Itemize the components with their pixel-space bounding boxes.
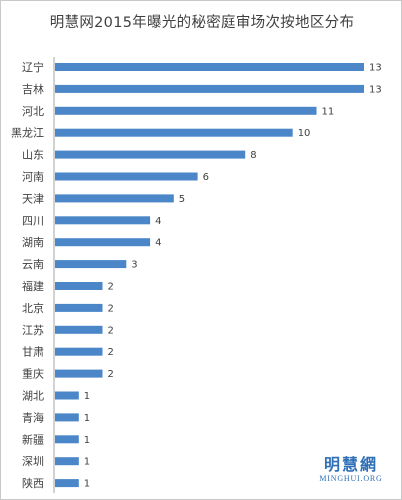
category-label: 江苏 xyxy=(22,324,44,337)
category-label: 四川 xyxy=(22,214,44,227)
value-label: 4 xyxy=(155,216,161,227)
category-label: 云南 xyxy=(22,258,44,271)
bars-group xyxy=(55,63,364,488)
category-label: 北京 xyxy=(22,301,44,315)
bar-4 xyxy=(55,150,246,159)
category-label: 甘肃 xyxy=(22,346,44,359)
category-label: 湖北 xyxy=(22,390,44,403)
category-label: 陕西 xyxy=(22,476,44,490)
bar-12 xyxy=(55,325,103,334)
bar-11 xyxy=(55,303,103,312)
category-label: 黑龙江 xyxy=(11,127,44,140)
category-label: 吉林 xyxy=(22,82,44,96)
category-label: 山东 xyxy=(22,149,44,162)
chart-title: 明慧网2015年曝光的秘密庭审场次按地区分布 xyxy=(49,15,355,31)
bar-18 xyxy=(55,457,79,466)
bar-16 xyxy=(55,413,79,422)
value-label: 5 xyxy=(179,194,185,205)
category-label: 湖南 xyxy=(22,236,44,249)
bar-17 xyxy=(55,435,79,444)
minghui-logo: 明慧網 MINGHUI.ORG xyxy=(312,456,390,484)
bar-9 xyxy=(55,260,127,269)
bar-5 xyxy=(55,172,198,181)
value-label: 1 xyxy=(84,413,90,424)
value-label: 13 xyxy=(369,84,382,95)
value-label: 13 xyxy=(369,63,382,74)
value-label: 3 xyxy=(131,260,137,271)
category-label: 福建 xyxy=(22,279,44,293)
value-label: 2 xyxy=(108,325,114,336)
bar-8 xyxy=(55,238,151,247)
value-label: 4 xyxy=(155,238,161,249)
logo-chinese-text: 明慧網 xyxy=(323,455,378,474)
logo-english-text: MINGHUI.ORG xyxy=(319,474,383,483)
bar-13 xyxy=(55,347,103,356)
value-label: 10 xyxy=(298,128,311,139)
category-label: 新疆 xyxy=(22,432,44,446)
value-label: 11 xyxy=(322,106,335,117)
category-labels-group: 辽宁吉林河北黑龙江山东河南天津四川湖南云南福建北京江苏甘肃重庆湖北青海新疆深圳陕… xyxy=(11,60,44,490)
bar-1 xyxy=(55,84,364,93)
value-label: 1 xyxy=(84,435,90,446)
category-label: 深圳 xyxy=(22,455,44,468)
value-label: 2 xyxy=(108,303,114,314)
value-label: 2 xyxy=(108,369,114,380)
category-label: 青海 xyxy=(22,410,44,424)
bar-7 xyxy=(55,216,151,225)
value-label: 1 xyxy=(84,457,90,468)
value-label: 6 xyxy=(203,172,209,183)
bar-0 xyxy=(55,63,364,71)
value-label: 8 xyxy=(250,150,256,161)
bar-19 xyxy=(55,479,79,488)
value-label: 1 xyxy=(84,479,90,490)
category-label: 重庆 xyxy=(22,367,44,381)
bar-10 xyxy=(55,282,103,290)
category-label: 辽宁 xyxy=(22,60,44,74)
value-label: 2 xyxy=(108,347,114,358)
bar-14 xyxy=(55,369,103,378)
category-label: 天津 xyxy=(22,192,44,205)
category-label: 河北 xyxy=(22,105,44,118)
bar-6 xyxy=(55,194,174,203)
value-label: 2 xyxy=(108,282,114,293)
bar-15 xyxy=(55,391,79,400)
category-label: 河南 xyxy=(22,171,44,184)
value-label: 1 xyxy=(84,391,90,402)
bar-3 xyxy=(55,128,293,137)
bar-2 xyxy=(55,106,317,115)
